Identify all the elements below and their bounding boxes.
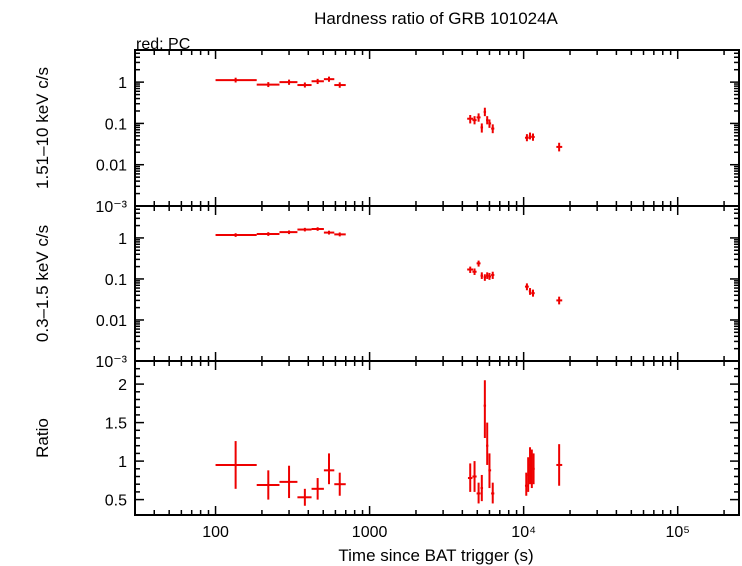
y-tick-label: 1 bbox=[118, 454, 127, 471]
data-point bbox=[256, 82, 280, 88]
data-point bbox=[279, 79, 298, 85]
data-point bbox=[215, 441, 257, 489]
panel-frame bbox=[134, 205, 740, 362]
data-point bbox=[472, 461, 477, 492]
data-point bbox=[483, 380, 487, 438]
panel-frame bbox=[134, 49, 740, 207]
data-point bbox=[532, 453, 535, 485]
y-tick-label: 0.1 bbox=[105, 116, 127, 133]
y-tick-label: 0.1 bbox=[105, 272, 127, 289]
data-point bbox=[334, 232, 346, 237]
data-point bbox=[483, 107, 487, 117]
x-tick-label: 10⁵ bbox=[665, 524, 689, 541]
data-point bbox=[256, 470, 280, 500]
data-point bbox=[476, 260, 481, 267]
data-point bbox=[323, 453, 335, 485]
data-point bbox=[334, 82, 346, 88]
data-point bbox=[480, 123, 484, 133]
data-point bbox=[528, 132, 532, 140]
data-point bbox=[297, 488, 312, 506]
data-point bbox=[491, 124, 495, 134]
data-point bbox=[311, 227, 324, 231]
data-point bbox=[530, 449, 533, 489]
data-point bbox=[480, 272, 484, 279]
data-point bbox=[467, 463, 473, 492]
data-point bbox=[528, 288, 532, 295]
data-point bbox=[323, 230, 335, 235]
data-point bbox=[297, 227, 312, 232]
x-tick-label: 100 bbox=[202, 524, 229, 541]
data-point bbox=[486, 272, 489, 279]
data-point bbox=[486, 116, 489, 125]
x-tick-label: 10⁴ bbox=[511, 524, 536, 541]
data-point bbox=[311, 78, 324, 85]
data-point bbox=[531, 289, 535, 297]
legend-label: red: PC bbox=[136, 36, 190, 53]
data-point bbox=[531, 133, 535, 141]
y-tick-label: 0.5 bbox=[105, 493, 127, 510]
data-point bbox=[323, 76, 335, 82]
data-point bbox=[491, 482, 495, 504]
data-point bbox=[311, 478, 324, 500]
data-point bbox=[491, 271, 495, 279]
data-point bbox=[480, 474, 484, 502]
data-point bbox=[524, 134, 529, 142]
y-tick-label: 0.01 bbox=[96, 313, 127, 330]
data-point bbox=[476, 113, 481, 122]
data-point bbox=[483, 274, 487, 281]
data-point bbox=[524, 283, 529, 291]
data-point bbox=[486, 422, 489, 465]
y-tick-label: 10⁻³ bbox=[95, 199, 127, 216]
y-axis-label: 1.51–10 keV c/s bbox=[33, 67, 52, 189]
panel-ratio: 0.5 1 1.5 2 Ratio bbox=[33, 360, 740, 516]
data-point bbox=[256, 232, 280, 236]
y-axis-label: 0.3–1.5 keV c/s bbox=[33, 225, 52, 342]
data-point bbox=[279, 230, 298, 235]
x-tick-label: 1000 bbox=[352, 524, 388, 541]
data-point bbox=[529, 447, 532, 485]
y-tick-label: 0.01 bbox=[96, 158, 127, 175]
data-point bbox=[488, 453, 492, 489]
data-point bbox=[472, 116, 477, 125]
panel-frame bbox=[134, 360, 740, 516]
data-point bbox=[556, 142, 563, 152]
y-tick-label: 1 bbox=[118, 231, 127, 248]
data-point bbox=[556, 444, 563, 486]
data-point bbox=[527, 457, 530, 492]
y-tick-label: 1 bbox=[118, 75, 127, 92]
y-tick-label: 10⁻³ bbox=[95, 354, 127, 371]
data-point bbox=[472, 268, 477, 275]
data-point bbox=[556, 296, 563, 305]
data-point bbox=[334, 472, 346, 496]
data-point bbox=[476, 482, 481, 504]
y-tick-label: 2 bbox=[118, 377, 127, 394]
y-tick-label: 1.5 bbox=[105, 416, 127, 433]
panel-soft: 1 0.1 0.01 10⁻³ 0.3–1.5 keV c/s bbox=[33, 205, 740, 371]
y-axis-label: Ratio bbox=[33, 418, 52, 458]
x-axis-label: Time since BAT trigger (s) bbox=[338, 546, 533, 565]
data-point bbox=[279, 465, 298, 499]
data-point bbox=[297, 82, 312, 88]
data-point bbox=[467, 114, 474, 124]
data-point bbox=[524, 472, 528, 496]
data-point bbox=[215, 233, 257, 237]
data-point bbox=[488, 119, 492, 128]
panel-hard: 1 0.1 0.01 10⁻³ 1.51–10 keV c/s bbox=[33, 49, 740, 216]
data-point bbox=[215, 77, 257, 83]
chart-title: Hardness ratio of GRB 101024A bbox=[314, 9, 558, 28]
data-point bbox=[467, 266, 474, 273]
data-point bbox=[488, 272, 492, 280]
